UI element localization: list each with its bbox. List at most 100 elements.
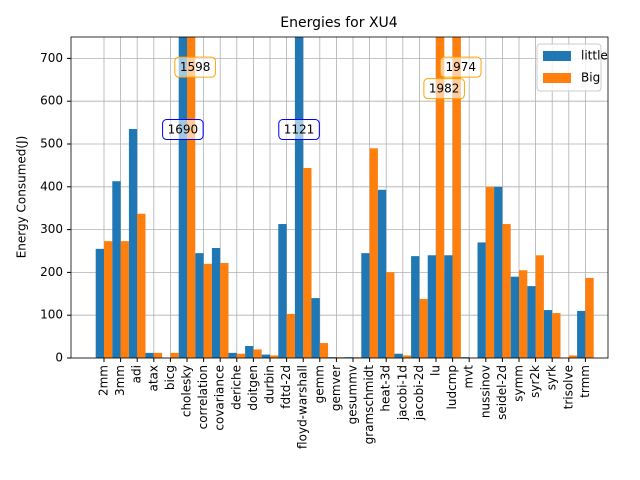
x-tick-label: trisolve <box>561 365 575 409</box>
bar <box>452 37 461 358</box>
bar <box>436 37 445 358</box>
x-tick-label: atax <box>146 365 160 392</box>
clipped-value-label: 1690 <box>168 123 199 137</box>
clipped-value-label: 1982 <box>429 82 460 96</box>
bar <box>120 241 129 358</box>
bar <box>187 37 196 358</box>
x-tick-label: 3mm <box>113 365 127 396</box>
x-tick-label: lu <box>429 365 443 376</box>
x-tick-label: seidel-2d <box>495 365 509 420</box>
plot-frame <box>70 36 609 359</box>
bar <box>411 256 420 358</box>
legend-label: little <box>581 49 608 63</box>
y-axis-label: Energy Consumed(J) <box>15 136 29 259</box>
bar <box>519 270 528 358</box>
y-tick-label: 100 <box>40 308 63 322</box>
y-tick-label: 200 <box>40 265 63 279</box>
bar <box>145 352 154 358</box>
annotation-box <box>423 78 465 100</box>
y-tick-label: 500 <box>40 137 63 151</box>
legend-swatch <box>543 51 571 61</box>
x-tick-label: mvt <box>462 365 476 389</box>
bar <box>552 313 561 358</box>
x-tick-label: durbin <box>263 365 277 404</box>
bar <box>112 181 121 358</box>
bar <box>137 213 146 358</box>
x-tick-label: symm <box>512 365 526 402</box>
bar <box>494 186 503 358</box>
bar <box>220 262 229 358</box>
x-tick-label: fdtd-2d <box>279 365 293 409</box>
bar <box>460 357 470 358</box>
bar <box>377 189 387 358</box>
x-tick-label: deriche <box>229 365 243 410</box>
bar <box>510 276 519 358</box>
bar <box>353 357 362 358</box>
x-tick-label: gramschmidt <box>362 365 376 445</box>
x-tick-label: ludcmp <box>445 365 459 409</box>
bar <box>311 298 320 358</box>
bar <box>543 310 553 358</box>
bar <box>336 357 345 358</box>
bar <box>527 286 536 358</box>
bar <box>444 255 453 358</box>
x-tick-label: syr2k <box>528 365 542 398</box>
bar <box>278 224 287 358</box>
x-tick-label: 2mm <box>97 365 111 396</box>
x-tick-label: adi <box>130 365 144 383</box>
x-tick-label: jacobi-1d <box>395 365 409 421</box>
bar <box>303 167 312 358</box>
chart-title: Energies for XU4 <box>280 15 398 31</box>
bar <box>203 263 212 358</box>
bar <box>286 313 295 358</box>
y-tick-label: 700 <box>40 51 63 65</box>
clipped-value-label: 1121 <box>284 123 315 137</box>
x-tick-label: heat-3d <box>379 365 393 412</box>
bar <box>170 352 179 358</box>
annotation-box <box>439 56 482 78</box>
x-tick-label: trmm <box>578 365 592 398</box>
bar <box>577 310 586 358</box>
x-tick-label: gemm <box>312 365 326 403</box>
y-tick-label: 600 <box>40 94 63 108</box>
bar <box>585 277 594 358</box>
bar <box>328 357 337 358</box>
bar <box>477 242 486 358</box>
x-tick-label: gemver <box>329 365 343 411</box>
bar <box>386 272 395 358</box>
x-tick-label: cholesky <box>180 365 194 417</box>
x-tick-label: jacobi-2d <box>412 365 426 421</box>
bar <box>535 255 544 358</box>
y-tick-label: 400 <box>40 179 63 193</box>
bar <box>253 349 262 358</box>
legend-swatch <box>543 73 571 83</box>
bar <box>245 346 254 358</box>
x-tick-label: covariance <box>213 365 227 431</box>
y-tick-label: 0 <box>55 351 63 365</box>
bar <box>502 224 511 358</box>
bar <box>361 253 370 358</box>
annotation-box <box>162 119 204 141</box>
bar <box>104 241 113 358</box>
x-tick-label: doitgen <box>246 365 260 411</box>
x-tick-label: correlation <box>196 365 210 429</box>
bar <box>270 355 279 358</box>
clipped-value-label: 1974 <box>445 60 476 74</box>
x-tick-label: syrk <box>545 365 559 390</box>
x-tick-label: gesummv <box>346 365 360 424</box>
bar <box>402 355 412 358</box>
x-tick-label: nussinov <box>478 365 492 418</box>
annotation-box <box>278 119 320 141</box>
bar <box>153 352 163 358</box>
x-tick-label: bicg <box>163 365 177 390</box>
bar <box>369 148 378 358</box>
bar <box>261 354 270 358</box>
x-tick-label: floyd-warshall <box>296 365 310 449</box>
bar <box>236 353 246 358</box>
bar <box>485 186 495 358</box>
bar <box>178 37 187 358</box>
bar <box>211 248 221 358</box>
bar <box>319 343 329 358</box>
bar <box>128 129 138 358</box>
